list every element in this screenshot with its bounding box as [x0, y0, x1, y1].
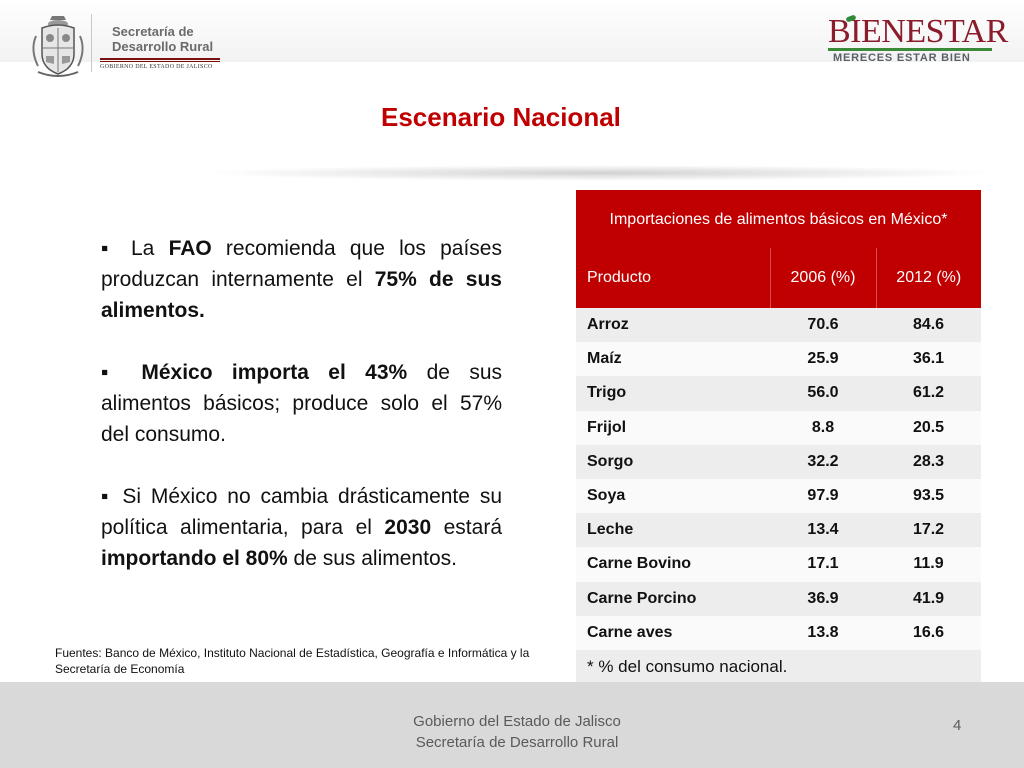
slide-title: Escenario Nacional — [381, 102, 621, 132]
table-row: Leche 13.4 17.2 — [576, 513, 982, 548]
bullet-emphasis: México importa el 43% — [141, 361, 408, 384]
table-row: Sorgo 32.2 28.3 — [576, 444, 982, 479]
table-footnote: * % del consumo nacional. — [576, 649, 982, 685]
secretaria-line2: Desarrollo Rural — [112, 39, 214, 54]
bullet-list: ▪ La FAO recomienda que los países produ… — [101, 233, 502, 605]
table-footnote-row: * % del consumo nacional. — [576, 649, 982, 685]
table-body: Arroz 70.6 84.6 Maíz 25.9 36.1 Trigo 56.0 61.2 Fr… — [576, 308, 982, 650]
cell-producto: Arroz — [576, 308, 770, 343]
bullet-text: La — [131, 237, 169, 260]
bullet-item-2030: ▪ Si México no cambia drásticamente su p… — [101, 485, 502, 570]
table-caption: Importaciones de alimentos básicos en Mé… — [576, 190, 982, 248]
secretaria-rule-thin — [100, 61, 220, 62]
sources-note: Fuentes: Banco de México, Instituto Naci… — [55, 646, 530, 676]
cell-2006: 70.6 — [770, 308, 876, 343]
bienestar-logo: BIENESTAR MERECES ESTAR BIEN — [828, 14, 1008, 64]
cell-producto: Frijol — [576, 410, 770, 445]
cell-2012: 20.5 — [876, 410, 982, 445]
cell-producto: Carne Porcino — [576, 581, 770, 616]
table-row: Carne Porcino 36.9 41.9 — [576, 581, 982, 616]
column-header-2012: 2012 (%) — [875, 248, 982, 308]
cell-2012: 16.6 — [876, 615, 982, 650]
footer-secretaria: Secretaría de Desarrollo Rural — [415, 734, 619, 751]
bullet-text: Si México no cambia drásticamente su pol… — [101, 485, 502, 539]
bullet-emphasis: 2030 — [384, 516, 432, 539]
cell-producto: Sorgo — [576, 444, 770, 479]
footer-bar: Gobierno del Estado de Jalisco Secretarí… — [0, 682, 1024, 768]
cell-2006: 25.9 — [770, 342, 876, 377]
gobierno-name: GOBIERNO DEL ESTADO DE JALISCO — [100, 64, 213, 70]
cell-2006: 8.8 — [770, 410, 876, 445]
imports-table: Importaciones de alimentos básicos en Mé… — [576, 190, 982, 685]
column-header-producto: Producto — [576, 248, 770, 308]
jalisco-coat-of-arms-icon — [32, 16, 84, 77]
column-header-2006: 2006 (%) — [769, 248, 876, 308]
bullet-emphasis: FAO — [168, 237, 212, 260]
bullet-item-fao: ▪ La FAO recomienda que los países produ… — [101, 237, 502, 322]
cell-2006: 97.9 — [770, 478, 876, 514]
title-shadow — [200, 165, 1000, 181]
bullet-text: recomienda que los países produzcan inte… — [101, 237, 502, 291]
table-row: Arroz 70.6 84.6 — [576, 308, 982, 343]
header-band — [0, 0, 1024, 62]
secretaria-name: Secretaría de Desarrollo Rural — [112, 24, 213, 54]
table-row: Frijol 8.8 20.5 — [576, 410, 982, 445]
brand-tagline: MERECES ESTAR BIEN — [833, 52, 971, 64]
brand-underline — [828, 48, 992, 51]
table-row: Carne aves 13.8 16.6 — [576, 615, 982, 650]
table-row: Soya 97.9 93.5 — [576, 478, 982, 514]
cell-producto: Leche — [576, 513, 770, 548]
brand-name: BIENESTAR — [828, 13, 1008, 50]
cell-producto: Maíz — [576, 342, 770, 377]
footer-gobierno: Gobierno del Estado de Jalisco — [413, 713, 621, 730]
imports-table-container: Importaciones de alimentos básicos en Mé… — [576, 190, 982, 685]
cell-2012: 93.5 — [876, 478, 982, 514]
cell-2006: 17.1 — [770, 547, 876, 582]
cell-2012: 11.9 — [876, 547, 982, 582]
table-caption-row: Importaciones de alimentos básicos en Mé… — [576, 190, 982, 248]
cell-2006: 36.9 — [770, 581, 876, 616]
cell-2012: 28.3 — [876, 444, 982, 479]
secretaria-line1: Secretaría de — [112, 24, 194, 39]
table-row: Trigo 56.0 61.2 — [576, 376, 982, 411]
page-number: 4 — [953, 717, 962, 734]
cell-producto: Carne Bovino — [576, 547, 770, 582]
cell-2012: 61.2 — [876, 376, 982, 411]
cell-2006: 13.8 — [770, 615, 876, 650]
cell-2006: 32.2 — [770, 444, 876, 479]
cell-2006: 13.4 — [770, 513, 876, 548]
bullet-text: estará — [431, 516, 502, 539]
table-row: Carne Bovino 17.1 11.9 — [576, 547, 982, 582]
cell-2012: 41.9 — [876, 581, 982, 616]
cell-producto: Soya — [576, 478, 770, 514]
cell-2012: 17.2 — [876, 513, 982, 548]
header-divider — [91, 14, 92, 72]
bullet-text: de sus alimentos. — [287, 547, 457, 570]
cell-2006: 56.0 — [770, 376, 876, 411]
bullet-item-importa: ▪ México importa el 43% de sus alimentos… — [101, 361, 502, 446]
table-row: Maíz 25.9 36.1 — [576, 342, 982, 377]
secretaria-rule — [100, 58, 220, 60]
bullet-text: de sus alimentos básicos; produce solo e… — [101, 361, 502, 446]
bullet-emphasis: 75% de sus alimentos. — [101, 268, 502, 322]
cell-producto: Carne aves — [576, 615, 770, 650]
cell-2012: 36.1 — [876, 342, 982, 377]
table-header-row: Producto 2006 (%) 2012 (%) — [576, 248, 982, 308]
bullet-emphasis: importando el 80% — [101, 547, 288, 570]
cell-2012: 84.6 — [876, 308, 982, 343]
cell-producto: Trigo — [576, 376, 770, 411]
